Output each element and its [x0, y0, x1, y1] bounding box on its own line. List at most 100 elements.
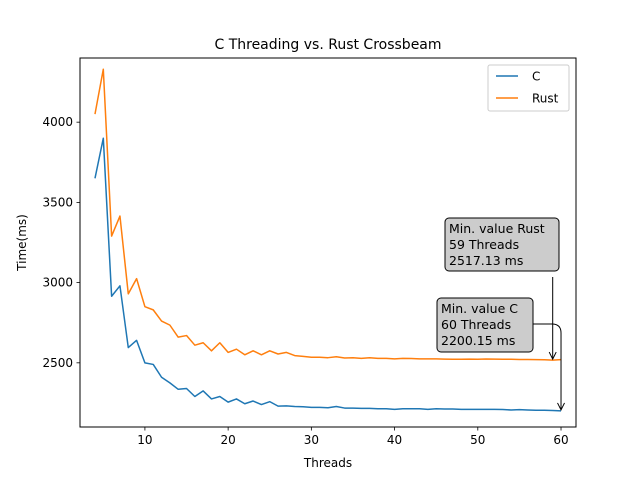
data-point-rust: [219, 342, 221, 344]
data-point-c: [427, 408, 429, 410]
data-point-rust: [252, 350, 254, 352]
data-point-c: [477, 408, 479, 410]
data-point-c: [294, 405, 296, 407]
data-point-rust: [477, 358, 479, 360]
data-point-c: [485, 408, 487, 410]
data-point-c: [410, 408, 412, 410]
data-point-rust: [277, 353, 279, 355]
annotation-line: 60 Threads: [441, 317, 511, 332]
annotation-line: Min. value C: [441, 301, 518, 316]
chart-title: C Threading vs. Rust Crossbeam: [214, 37, 441, 53]
annotation-line: 2200.15 ms: [441, 333, 515, 348]
data-point-rust: [543, 359, 545, 361]
data-point-rust: [152, 309, 154, 311]
legend: C Rust: [487, 64, 570, 112]
data-point-c: [510, 409, 512, 411]
data-point-c: [160, 376, 162, 378]
data-point-rust: [510, 358, 512, 360]
data-point-c: [393, 408, 395, 410]
data-point-c: [343, 407, 345, 409]
annotation-arrow: [533, 323, 562, 409]
data-point-rust: [427, 358, 429, 360]
data-point-rust: [102, 68, 104, 70]
plot-frame: [79, 57, 577, 428]
y-axis-label: Time(ms): [15, 214, 29, 272]
data-point-rust: [327, 356, 329, 358]
data-point-rust: [518, 358, 520, 360]
annotation-line: 2517.13 ms: [449, 253, 523, 268]
data-point-c: [302, 406, 304, 408]
data-point-rust: [485, 358, 487, 360]
data-point-c: [144, 362, 146, 364]
data-point-rust: [535, 358, 537, 360]
data-point-rust: [360, 357, 362, 359]
annotation-line: 59 Threads: [449, 237, 519, 252]
data-point-c: [543, 409, 545, 411]
data-point-rust: [443, 358, 445, 360]
data-point-c: [335, 405, 337, 407]
data-point-rust: [135, 277, 137, 279]
data-point-c: [252, 400, 254, 402]
data-point-rust: [210, 350, 212, 352]
data-point-c: [502, 408, 504, 410]
data-point-rust: [377, 357, 379, 359]
data-point-c: [535, 409, 537, 411]
series-line-rust: [94, 68, 562, 361]
data-point-c: [460, 408, 462, 410]
data-point-c: [435, 408, 437, 410]
data-point-rust: [244, 354, 246, 356]
data-point-c: [269, 400, 271, 402]
data-point-c: [552, 409, 554, 411]
data-point-c: [518, 408, 520, 410]
x-tick-label: 30: [304, 433, 319, 447]
data-point-rust: [460, 358, 462, 360]
data-point-c: [244, 403, 246, 405]
data-point-c: [418, 408, 420, 410]
data-point-c: [110, 295, 112, 297]
data-point-rust: [185, 334, 187, 336]
data-point-rust: [194, 344, 196, 346]
data-point-c: [327, 407, 329, 409]
annotation-arrowhead: [557, 402, 565, 412]
data-point-rust: [202, 342, 204, 344]
series-layer: [94, 68, 562, 412]
x-axis-label: Threads: [303, 456, 352, 470]
data-point-c: [127, 346, 129, 348]
data-point-c: [443, 408, 445, 410]
data-point-c: [152, 363, 154, 365]
data-point-c: [135, 339, 137, 341]
data-point-c: [169, 382, 171, 384]
data-point-rust: [260, 354, 262, 356]
data-point-c: [119, 285, 121, 287]
data-point-c: [202, 390, 204, 392]
x-tick-label: 60: [553, 433, 568, 447]
data-point-rust: [368, 356, 370, 358]
data-point-c: [385, 408, 387, 410]
data-point-c: [493, 408, 495, 410]
data-point-rust: [235, 348, 237, 350]
data-point-c: [527, 409, 529, 411]
annotation-box: [444, 217, 560, 272]
data-point-rust: [385, 357, 387, 359]
data-point-c: [227, 401, 229, 403]
x-tick-label: 20: [220, 433, 235, 447]
ticks-layer: 10 20 30 40 50 60 2500 3000 3500 4000: [42, 115, 568, 447]
data-point-rust: [318, 356, 320, 358]
data-point-rust: [435, 358, 437, 360]
data-point-rust: [352, 356, 354, 358]
data-point-rust: [169, 324, 171, 326]
data-point-c: [468, 408, 470, 410]
data-point-rust: [160, 320, 162, 322]
legend-label-c: C: [532, 70, 540, 84]
data-point-c: [260, 403, 262, 405]
data-point-rust: [227, 351, 229, 353]
data-point-rust: [527, 358, 529, 360]
data-point-c: [235, 398, 237, 400]
y-tick-label: 2500: [42, 356, 73, 370]
annotation-arrowhead: [548, 351, 557, 361]
data-point-c: [352, 407, 354, 409]
data-point-c: [310, 406, 312, 408]
data-point-rust: [294, 354, 296, 356]
